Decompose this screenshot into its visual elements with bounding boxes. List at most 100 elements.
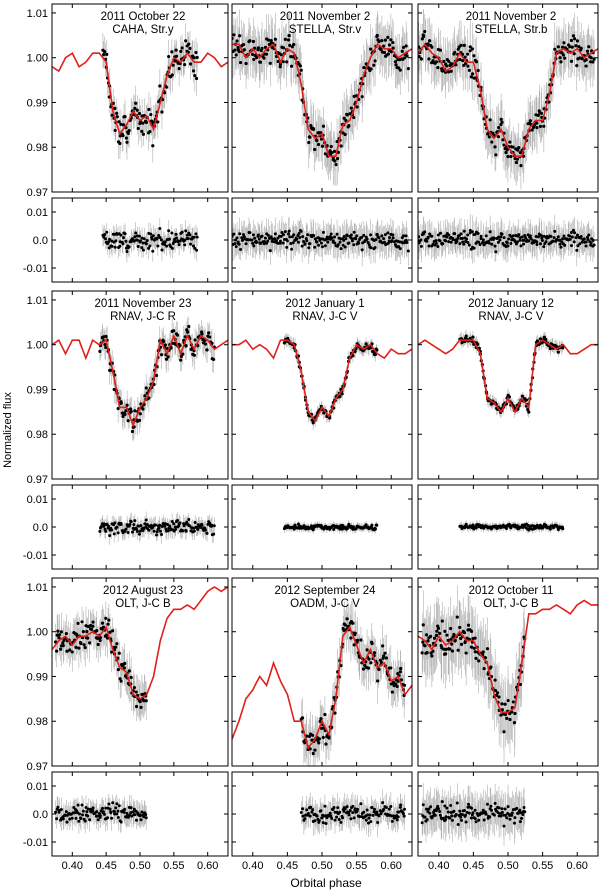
resid-point: [586, 238, 590, 242]
data-point: [572, 52, 576, 56]
data-point: [193, 74, 197, 78]
resid-point: [562, 234, 566, 238]
resid-point: [474, 526, 478, 530]
data-point: [85, 630, 89, 634]
data-point: [170, 73, 174, 77]
data-point: [508, 140, 512, 144]
resid-point: [109, 811, 113, 815]
data-point: [383, 38, 387, 42]
main-plot-area: [52, 586, 228, 722]
resid-point: [192, 529, 196, 533]
y-tick-label: 0.99: [27, 671, 48, 683]
data-point: [488, 118, 492, 122]
main-plot-area: [52, 316, 228, 442]
resid-point: [375, 523, 379, 527]
data-point: [472, 54, 476, 58]
resid-point: [406, 249, 410, 253]
resid-point: [317, 243, 321, 247]
resid-point: [444, 239, 448, 243]
data-point: [144, 386, 148, 390]
resid-point: [517, 233, 521, 237]
resid-point: [511, 234, 515, 238]
resid-point: [312, 234, 316, 238]
data-point: [59, 630, 63, 634]
data-point: [579, 46, 583, 50]
data-point: [369, 67, 373, 71]
resid-point: [263, 236, 267, 240]
resid-point: [380, 234, 384, 238]
resid-point: [113, 245, 117, 249]
data-point: [138, 700, 142, 704]
data-point: [423, 29, 427, 34]
panel-title: 2011 November 2: [466, 11, 557, 23]
data-point: [183, 63, 187, 67]
data-point: [427, 57, 431, 61]
data-point: [476, 68, 480, 73]
data-point: [360, 95, 364, 99]
resid-point: [132, 807, 136, 811]
data-point: [379, 48, 383, 52]
data-point: [185, 328, 189, 332]
resid-point: [507, 237, 511, 241]
resid-point: [144, 813, 148, 817]
resid-point: [287, 232, 291, 236]
resid-point: [133, 235, 137, 239]
resid-point: [441, 242, 445, 246]
resid-point: [104, 529, 108, 533]
resid-point: [147, 528, 151, 532]
resid-point: [187, 517, 191, 521]
data-point: [471, 335, 475, 339]
data-point: [352, 115, 356, 120]
data-point: [170, 50, 174, 54]
data-point: [251, 39, 256, 44]
data-point: [70, 650, 74, 654]
resid-point: [156, 244, 160, 248]
resid-point: [426, 235, 430, 239]
resid-point: [107, 246, 111, 250]
resid-point: [163, 524, 167, 528]
data-point: [56, 629, 60, 633]
resid-point: [559, 245, 563, 249]
data-point: [449, 69, 453, 73]
resid-point: [551, 239, 555, 243]
resid-point: [354, 237, 358, 241]
resid-point: [575, 248, 579, 252]
data-point: [194, 76, 199, 81]
data-point: [192, 56, 196, 60]
y-tick-label: 1.01: [27, 582, 48, 594]
resid-point: [345, 527, 349, 531]
data-point: [539, 111, 544, 115]
data-point: [283, 37, 287, 41]
data-point: [279, 53, 283, 57]
data-point: [110, 113, 114, 117]
resid-plot-area: [232, 216, 410, 267]
data-point: [281, 46, 286, 50]
resid-point: [113, 812, 117, 816]
data-point: [113, 128, 117, 133]
data-point: [438, 48, 443, 52]
resid-point: [195, 235, 199, 239]
resid-point: [285, 239, 289, 243]
resid-point: [140, 810, 144, 814]
data-point: [104, 616, 108, 620]
resid-point: [544, 240, 548, 244]
data-point: [268, 61, 272, 65]
data-point: [103, 343, 107, 347]
data-point: [98, 638, 102, 643]
resid-point: [196, 527, 200, 531]
resid-points: [54, 801, 148, 824]
data-point: [256, 46, 260, 50]
resid-point: [513, 239, 517, 243]
data-point: [386, 52, 390, 56]
resid-plot-area: [98, 511, 216, 545]
data-point: [558, 56, 562, 60]
resid-point: [310, 524, 314, 528]
panel-title: 2011 October 22: [101, 11, 186, 23]
resid-point: [137, 234, 141, 238]
resid-point: [290, 247, 294, 251]
resid-points: [98, 517, 216, 538]
resid-point: [492, 236, 496, 240]
data-point: [174, 48, 178, 52]
resid-point: [339, 247, 343, 251]
